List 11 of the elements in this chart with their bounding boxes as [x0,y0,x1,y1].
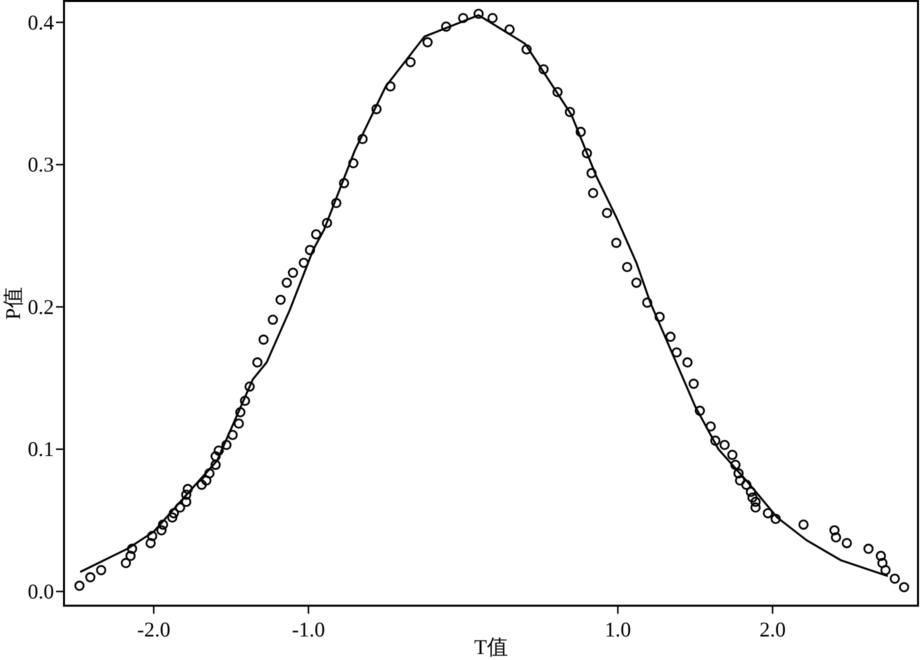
x-axis-title: T值 [474,635,508,659]
x-tick-label: -2.0 [137,618,170,642]
x-tick-label: -1.0 [292,618,326,642]
x-tick-label: 1.0 [604,618,631,642]
y-tick-label: 0.4 [28,10,54,34]
y-tick-label: 0.3 [28,152,54,177]
y-tick-label: 0.0 [28,579,54,604]
y-axis-title: P值 [1,287,25,320]
x-tick-label: 2.0 [759,618,786,642]
y-tick-label: 0.1 [28,437,54,462]
y-tick-label: 0.2 [28,294,54,319]
